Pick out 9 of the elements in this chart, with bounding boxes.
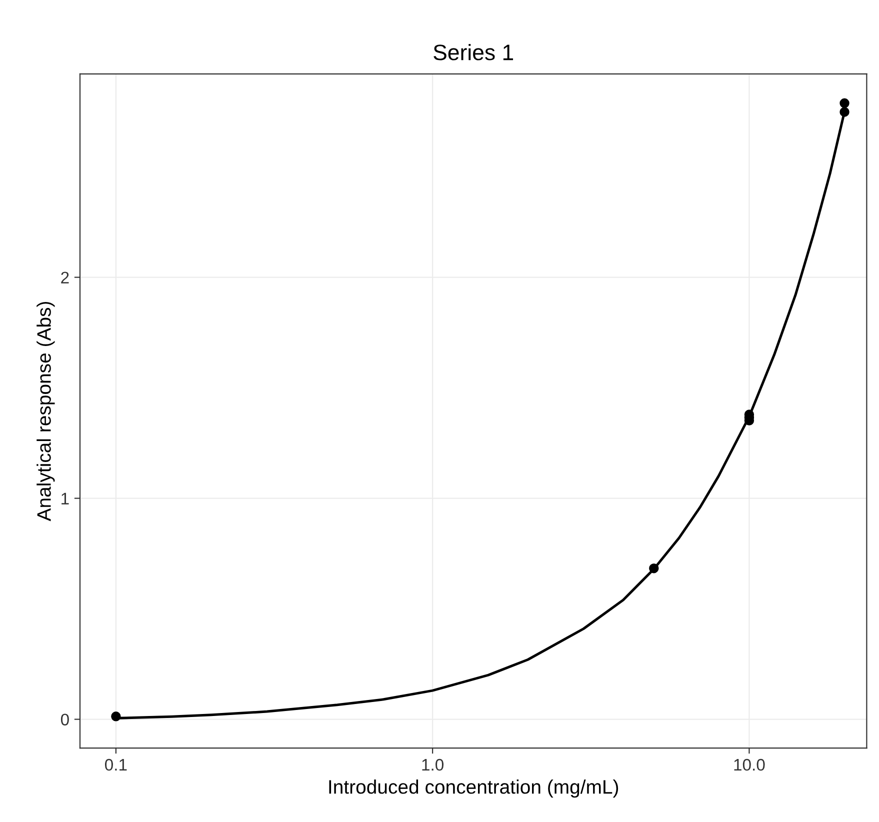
y-tick-label: 2 bbox=[61, 272, 69, 284]
y-tick-label: 0 bbox=[60, 714, 69, 726]
x-tick-label: 10.0 bbox=[734, 758, 765, 771]
x-axis-title: Introduced concentration (mg/mL) bbox=[329, 780, 618, 798]
y-axis-title: Analytical response (Abs) bbox=[36, 302, 55, 522]
y-tick-label: 1 bbox=[62, 492, 69, 504]
chart-title: Series 1 bbox=[434, 44, 514, 60]
x-tick-label: 0.1 bbox=[105, 758, 127, 771]
x-tick-label: 1.0 bbox=[422, 758, 444, 771]
